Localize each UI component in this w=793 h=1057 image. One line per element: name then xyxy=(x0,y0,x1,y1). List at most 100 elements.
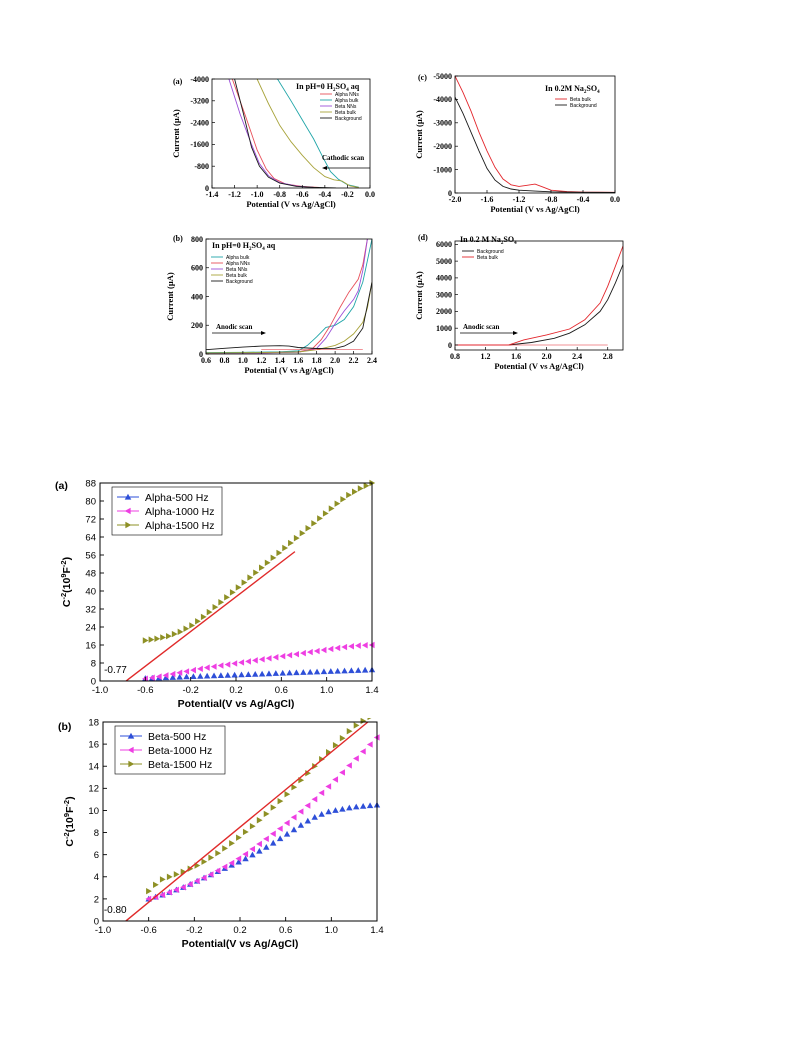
data-marker xyxy=(293,650,300,658)
data-marker xyxy=(360,718,367,725)
data-marker xyxy=(272,654,279,661)
data-marker xyxy=(325,783,332,790)
title-subscript: 2 xyxy=(501,241,504,246)
x-tick-label: 2.0 xyxy=(542,352,552,361)
y-tick-label: 2 xyxy=(94,894,99,905)
data-marker xyxy=(159,876,166,883)
y-tick-label: 72 xyxy=(85,514,96,525)
x-tick-label: -0.8 xyxy=(273,190,286,199)
data-marker xyxy=(166,889,172,896)
data-marker xyxy=(258,656,265,663)
y-tick-label: 5000 xyxy=(436,257,452,266)
data-marker xyxy=(334,500,341,507)
data-marker xyxy=(340,496,347,503)
y-tick-label: 200 xyxy=(191,321,203,330)
title-subscript: 4 xyxy=(346,88,349,93)
data-marker xyxy=(313,647,320,655)
y-axis-label: Current (µA) xyxy=(414,110,424,159)
legend-label: Beta bulk xyxy=(335,110,356,116)
x-tick-label: 1.0 xyxy=(238,356,248,365)
y-tick-label: 1000 xyxy=(436,324,452,333)
data-marker xyxy=(317,515,323,522)
data-marker xyxy=(195,618,201,625)
series-group xyxy=(125,718,381,921)
data-marker xyxy=(353,803,360,810)
data-marker xyxy=(210,663,217,670)
legend-label: Beta-1500 Hz xyxy=(148,759,212,771)
data-marker xyxy=(173,886,179,894)
title-subscript: 2 xyxy=(584,90,587,95)
series-line-beta-bulk xyxy=(455,76,615,193)
data-marker xyxy=(231,660,238,667)
data-marker xyxy=(169,670,176,678)
data-marker xyxy=(288,539,294,547)
data-marker xyxy=(206,608,213,616)
legend-marker xyxy=(124,507,131,515)
x-axis-label: Potential (V vs Ag/AgCl) xyxy=(244,365,333,375)
data-marker xyxy=(176,669,183,676)
chart-beta_mott: -1.0 -0.6 -0.2 0.2 0.6 1.0 1.4 0 2 4 6 8 10 12 14 16 18 P… xyxy=(58,717,384,950)
y-tick-label: -2400 xyxy=(190,118,209,127)
x-axis-label: Potential(V vs Ag/AgCl) xyxy=(182,938,299,950)
panel-label: (a) xyxy=(55,480,68,492)
y-tick-label: 600 xyxy=(191,264,203,273)
series-group xyxy=(228,79,359,188)
title-subscript: 2 xyxy=(249,247,252,252)
data-marker xyxy=(231,671,238,678)
data-marker xyxy=(242,828,249,836)
arrow-head xyxy=(261,331,266,335)
title-text: In 0.2 M Na xyxy=(460,235,501,244)
data-marker xyxy=(348,667,355,674)
title-text: In pH=0 H xyxy=(212,241,250,250)
y-tick-label: 80 xyxy=(85,496,96,507)
data-marker xyxy=(228,861,235,868)
data-marker xyxy=(332,807,339,813)
ylabel-superscript: -2 xyxy=(59,560,68,567)
x-tick-label: 0.6 xyxy=(275,685,288,696)
legend-label: Beta bulk xyxy=(226,273,247,279)
data-marker xyxy=(327,668,334,674)
series-line-beta-nns xyxy=(228,79,314,188)
data-marker xyxy=(334,644,341,652)
arrow-head xyxy=(513,331,518,335)
legend-label: Background xyxy=(477,249,504,255)
x-tick-label: -0.6 xyxy=(296,190,309,199)
data-marker xyxy=(203,672,211,679)
x-tick-label: 0.8 xyxy=(219,356,229,365)
x-tick-label: -0.2 xyxy=(186,925,202,936)
data-marker xyxy=(212,603,219,611)
data-marker xyxy=(313,668,321,675)
x-tick-label: -0.6 xyxy=(140,925,156,936)
data-marker xyxy=(318,811,325,817)
legend-label: Alpha bulk xyxy=(335,98,359,104)
data-marker xyxy=(355,642,361,649)
legend-label: Background xyxy=(335,116,362,122)
data-marker xyxy=(252,657,258,664)
data-marker xyxy=(259,564,265,571)
y-tick-label: 0 xyxy=(94,916,99,927)
data-marker xyxy=(311,520,318,527)
y-tick-label: -5000 xyxy=(433,72,452,81)
data-marker xyxy=(256,847,263,854)
data-marker xyxy=(228,859,235,867)
data-marker xyxy=(272,670,280,676)
data-marker xyxy=(210,672,218,679)
x-tick-label: -1.6 xyxy=(481,195,494,204)
data-marker xyxy=(153,881,159,888)
y-tick-label: 24 xyxy=(85,622,96,633)
y-tick-label: 8 xyxy=(94,828,99,839)
data-marker xyxy=(311,813,318,820)
legend-label: Background xyxy=(226,279,253,285)
intercept-label: -0.80 xyxy=(104,905,127,916)
data-marker xyxy=(256,817,263,824)
data-marker xyxy=(366,741,373,748)
series-line-beta-bulk xyxy=(455,245,623,346)
data-marker xyxy=(276,825,283,832)
chart-c: -2.0 -1.6 -1.2 -0.8 -0.4 0.0 -5000 -4000 -3000 -2… xyxy=(414,72,620,214)
data-marker xyxy=(264,559,271,566)
title-subscript: 4 xyxy=(514,241,517,246)
x-tick-label: -1.0 xyxy=(92,685,108,696)
legend-label: Beta-1000 Hz xyxy=(148,745,212,757)
x-tick-label: -1.0 xyxy=(251,190,264,199)
x-tick-label: 1.4 xyxy=(275,356,285,365)
